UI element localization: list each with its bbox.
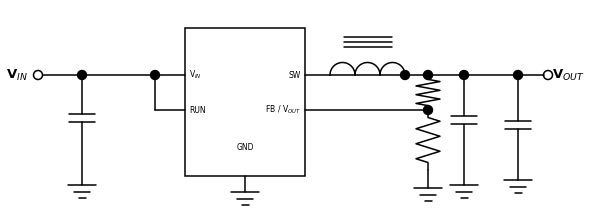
Circle shape xyxy=(424,106,432,114)
Text: V$_{IN}$: V$_{IN}$ xyxy=(6,67,28,83)
Text: SW: SW xyxy=(289,70,301,79)
Circle shape xyxy=(424,70,432,79)
Circle shape xyxy=(460,70,469,79)
Circle shape xyxy=(513,70,523,79)
Text: GND: GND xyxy=(236,144,254,153)
Circle shape xyxy=(150,70,160,79)
Text: FB / V$_{OUT}$: FB / V$_{OUT}$ xyxy=(265,104,301,116)
Circle shape xyxy=(77,70,87,79)
Text: V$_{OUT}$: V$_{OUT}$ xyxy=(552,67,584,83)
Text: V$_{IN}$: V$_{IN}$ xyxy=(189,69,202,81)
Text: RUN: RUN xyxy=(189,106,206,114)
Bar xyxy=(185,28,305,176)
Circle shape xyxy=(400,70,409,79)
